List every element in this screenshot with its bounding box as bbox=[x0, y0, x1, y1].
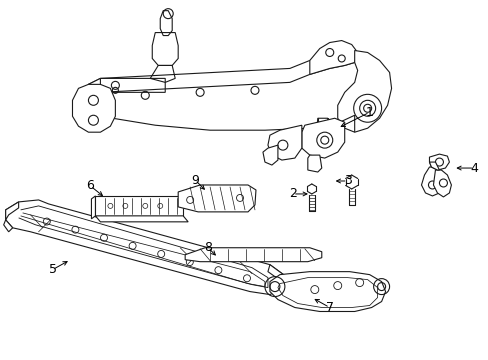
Polygon shape bbox=[263, 145, 277, 165]
Polygon shape bbox=[95, 216, 188, 222]
Text: 4: 4 bbox=[469, 162, 477, 175]
Text: 5: 5 bbox=[48, 263, 57, 276]
Polygon shape bbox=[91, 196, 95, 219]
Polygon shape bbox=[267, 125, 301, 160]
Polygon shape bbox=[428, 162, 439, 170]
Polygon shape bbox=[178, 185, 255, 212]
Text: 9: 9 bbox=[191, 174, 199, 186]
Polygon shape bbox=[315, 118, 327, 148]
Polygon shape bbox=[267, 265, 285, 282]
Polygon shape bbox=[95, 196, 183, 216]
Polygon shape bbox=[337, 50, 391, 132]
Polygon shape bbox=[432, 170, 450, 197]
Polygon shape bbox=[72, 84, 115, 132]
Text: 1: 1 bbox=[365, 106, 373, 119]
Polygon shape bbox=[269, 272, 385, 311]
Polygon shape bbox=[88, 78, 100, 116]
Polygon shape bbox=[301, 118, 344, 158]
Polygon shape bbox=[307, 155, 321, 172]
Polygon shape bbox=[185, 248, 321, 262]
Polygon shape bbox=[428, 154, 448, 170]
Text: 7: 7 bbox=[325, 301, 333, 314]
Text: 8: 8 bbox=[203, 241, 212, 254]
Polygon shape bbox=[6, 200, 285, 294]
Polygon shape bbox=[421, 167, 443, 196]
Polygon shape bbox=[309, 41, 357, 75]
Text: 2: 2 bbox=[288, 188, 296, 201]
Text: 3: 3 bbox=[343, 175, 351, 188]
Polygon shape bbox=[6, 202, 19, 220]
Polygon shape bbox=[4, 220, 13, 232]
Text: 6: 6 bbox=[86, 180, 94, 193]
